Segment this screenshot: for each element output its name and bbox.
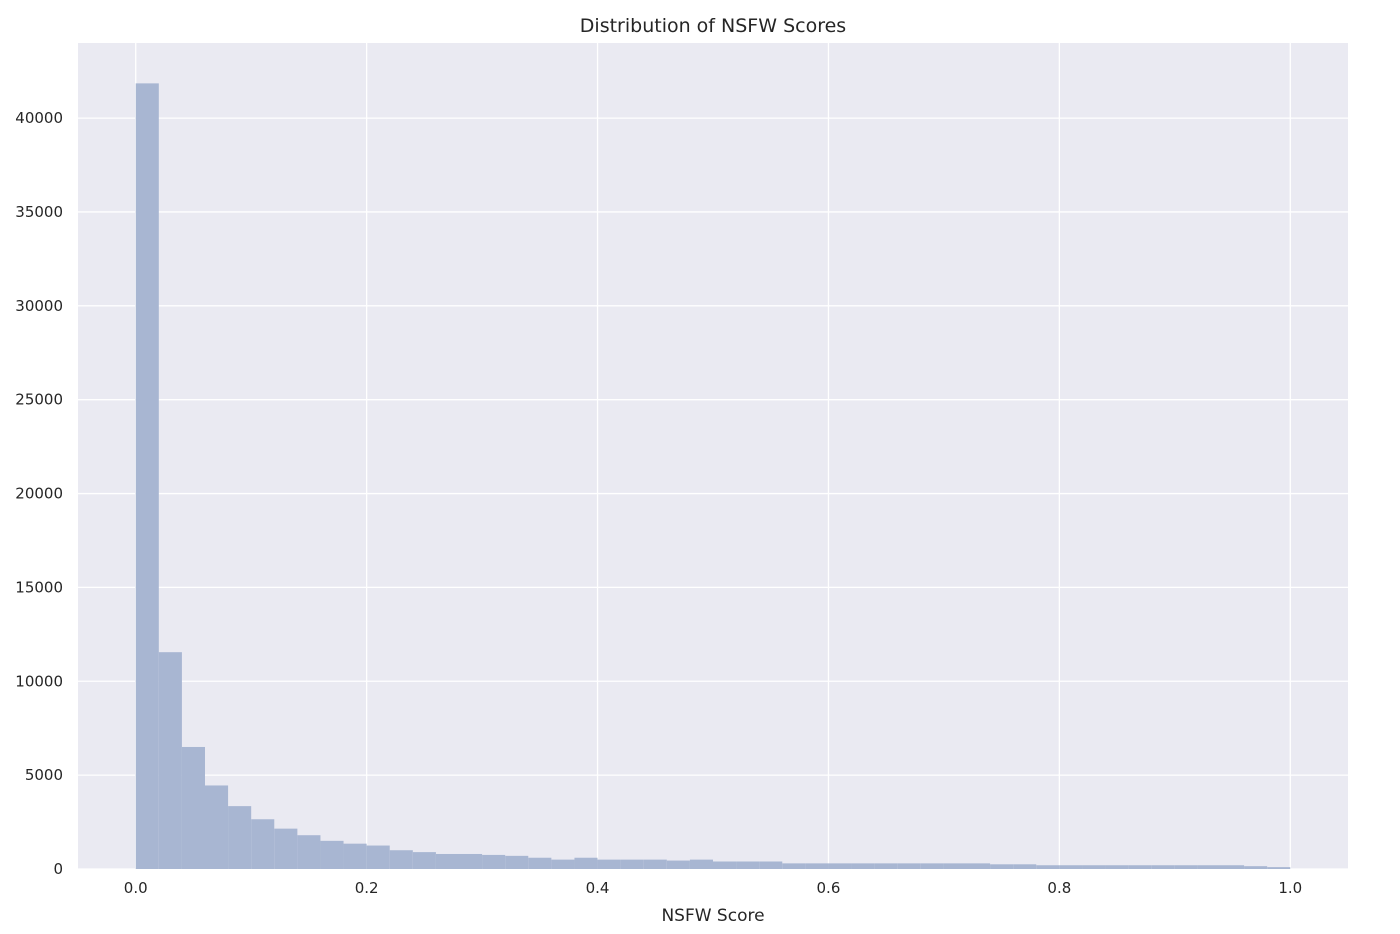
histogram-bar [551,859,575,869]
histogram-bar [459,853,483,869]
histogram-bar [920,863,944,869]
histogram-bar [1174,865,1198,869]
histogram-bar [805,863,829,869]
histogram-bar [736,861,760,869]
histogram-bar [943,863,967,869]
histogram-bar [366,845,390,869]
histogram-bar [851,863,875,869]
histogram-bar [297,835,321,869]
x-tick-label: 0.2 [355,879,379,897]
histogram-bar [574,857,598,869]
histogram-bar [528,857,552,869]
grid-lines [78,43,1348,870]
y-tick-label: 0 [53,860,63,878]
histogram-bar [389,850,413,869]
histogram-bar [1105,865,1129,869]
histogram-bar [643,859,667,869]
histogram-bar [181,746,205,869]
histogram-bar [412,852,436,869]
y-tick-label: 30000 [15,297,63,315]
histogram-bar [1267,867,1291,869]
x-tick-label: 0.4 [586,879,610,897]
histogram-bar [874,863,898,869]
y-tick-label: 15000 [15,578,63,596]
histogram-bar [343,843,367,869]
x-tick-labels: 0.0 0.2 0.4 0.6 0.8 1.0 [124,879,1302,897]
histogram-bar [828,863,852,869]
x-tick-label: 0.8 [1047,879,1071,897]
plot-area [78,43,1348,869]
y-tick-label: 10000 [15,672,63,690]
histogram-bar [620,859,644,869]
y-tick-labels: 0 5000 10000 15000 20000 25000 30000 35000 40000 [15,109,63,878]
histogram-bar [1082,865,1106,869]
histogram-bar [135,83,159,869]
histogram-bar [1013,864,1037,869]
y-tick-label: 25000 [15,391,63,409]
x-tick-label: 1.0 [1278,879,1302,897]
histogram-bar [320,840,344,869]
histogram-bar [713,861,737,869]
histogram-bar [689,859,713,869]
histogram-bar [1244,866,1268,869]
histogram-bar [1059,865,1083,869]
histogram-bar [1151,865,1175,869]
histogram-bar [1197,865,1221,869]
histogram-bar [967,863,991,869]
histogram-bar [251,819,275,869]
bars [135,83,1291,869]
histogram-bar [505,855,529,869]
histogram-bar [1036,865,1060,869]
histogram-bar [897,863,921,869]
x-tick-label: 0.6 [817,879,841,897]
y-tick-label: 5000 [25,766,63,784]
histogram-bar [1221,865,1245,869]
histogram-bar [228,806,252,869]
histogram-bar [990,864,1014,869]
y-tick-label: 20000 [15,485,63,503]
histogram-bar [158,652,182,869]
histogram-bar [482,854,506,869]
histogram-bar [597,859,621,869]
histogram-bar [274,828,298,869]
x-axis-label: NSFW Score [661,906,764,926]
chart-title: Distribution of NSFW Scores [580,15,846,37]
histogram-bar [435,853,459,869]
histogram-bar [666,860,690,869]
histogram-bar [782,863,806,869]
y-tick-label: 35000 [15,203,63,221]
histogram-bar [759,861,783,869]
x-tick-label: 0.0 [124,879,148,897]
histogram-bar [1128,865,1152,869]
y-tick-label: 40000 [15,109,63,127]
histogram-bar [205,785,229,869]
